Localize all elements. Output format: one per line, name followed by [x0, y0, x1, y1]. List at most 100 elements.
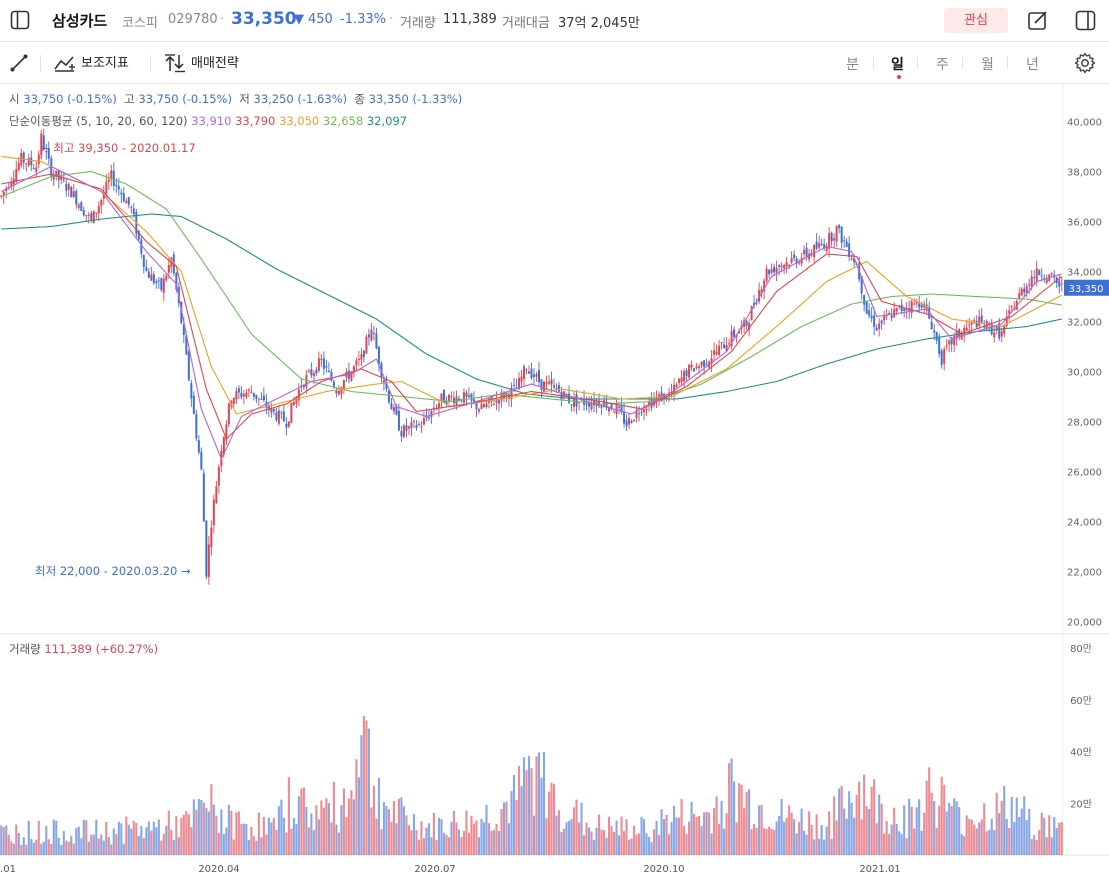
candle-body [522, 366, 525, 380]
candle-body [788, 264, 791, 266]
candle-body [698, 366, 701, 369]
volume-bar [745, 791, 748, 855]
volume-bar [545, 818, 548, 855]
edit-icon[interactable] [1027, 10, 1049, 32]
strategy-icon[interactable] [164, 53, 186, 73]
volume-bar [537, 752, 541, 855]
volume-bar [27, 820, 30, 855]
candle-body [970, 321, 973, 325]
candle-body [115, 184, 118, 186]
period-year-tab[interactable]: 년 [1026, 57, 1039, 73]
candle-body [332, 381, 335, 388]
volume-bar [843, 808, 846, 855]
volume-bar [1033, 835, 1036, 855]
low-label: 저 [239, 92, 250, 106]
candle-body [725, 344, 728, 352]
volume-bar [635, 834, 638, 855]
volume-bar [1048, 815, 1051, 855]
volume-bar [505, 801, 508, 855]
volume-bar [542, 752, 546, 855]
volume-bar [250, 827, 253, 855]
candle-body [1020, 288, 1023, 296]
candle-body [385, 382, 388, 389]
candle-body [525, 369, 528, 371]
volume-bar [1023, 796, 1026, 855]
settings-gear-icon[interactable] [1074, 52, 1096, 74]
volume-bar [560, 832, 563, 855]
candle-body [130, 207, 133, 209]
candle-body [945, 345, 948, 347]
indicator-button[interactable]: 보조지표 [81, 56, 129, 71]
candle-body [948, 340, 951, 345]
volume-bar [92, 834, 95, 855]
candle-body [512, 384, 515, 386]
candle-body [25, 163, 28, 165]
volume-bar [227, 804, 230, 855]
strategy-button[interactable]: 매매전략 [191, 56, 239, 71]
period-month-tab[interactable]: 월 [981, 57, 994, 73]
drawing-tool-icon[interactable] [9, 53, 29, 73]
volume-bar [75, 827, 78, 855]
indicator-icon[interactable] [54, 54, 76, 72]
volume-bar [1025, 820, 1028, 855]
candle-body [450, 396, 453, 398]
price-axis-tick: 40,000 [1067, 118, 1102, 129]
candle-body [570, 404, 573, 406]
volume-bar [845, 818, 848, 855]
candle-body [412, 421, 415, 423]
favorite-button[interactable]: 관심 [944, 8, 1008, 33]
volume-bar [532, 815, 536, 855]
volume-bar [830, 838, 833, 855]
candle-body [648, 401, 651, 406]
candle-body [610, 403, 613, 410]
volume-bar [120, 823, 123, 855]
period-minute-tab[interactable]: 분 [846, 57, 859, 73]
period-day-tab[interactable]: 일 [891, 57, 904, 73]
candle-body [680, 377, 683, 383]
volume-bar [365, 720, 368, 855]
candle-body [1060, 283, 1063, 285]
panel-toggle-icon[interactable] [1075, 10, 1097, 32]
volume-bar [775, 821, 778, 855]
volume-bar [57, 837, 60, 855]
volume-bar [65, 840, 68, 855]
stock-chart[interactable]: 40,000 38,000 36,000 34,000 32,000 30,000 28,0… [0, 84, 1109, 879]
volume-bar [673, 805, 676, 855]
candle-body [357, 358, 360, 361]
volume-bar [257, 812, 260, 855]
volume-bar [602, 830, 606, 855]
volume-bar [905, 838, 908, 855]
volume-bar [720, 800, 723, 855]
candle-body [60, 176, 63, 181]
volume-bar [565, 822, 568, 855]
volume-bar [808, 811, 811, 855]
candle-body [202, 473, 205, 522]
volume-bar [480, 818, 483, 855]
volume-bar [748, 789, 751, 855]
candle-body [275, 412, 278, 420]
candle-body [538, 370, 541, 382]
volume-bar [170, 829, 173, 855]
volume-bar [67, 841, 70, 855]
candle-body [908, 308, 911, 311]
volume-bar [823, 839, 826, 855]
price-axis-tick: 36,000 [1067, 218, 1102, 229]
volume-bar [95, 819, 98, 855]
volume-bar [577, 822, 581, 855]
candle-body [310, 369, 313, 376]
candle-body [813, 245, 816, 258]
volume-value: 111,389 [443, 12, 497, 27]
volume-axis-tick: 20만 [1070, 798, 1092, 810]
period-week-tab[interactable]: 주 [936, 57, 949, 73]
volume-bar [818, 838, 821, 855]
candle-body [447, 394, 450, 401]
volume-bar [327, 803, 330, 855]
sidebar-toggle-icon[interactable] [10, 10, 30, 30]
candle-body [905, 308, 908, 311]
volume-bar [102, 840, 105, 855]
candle-body [295, 396, 298, 404]
candle-body [535, 373, 538, 377]
volume-bar [848, 791, 851, 855]
volume-bar [415, 830, 418, 855]
candle-body [723, 344, 726, 349]
